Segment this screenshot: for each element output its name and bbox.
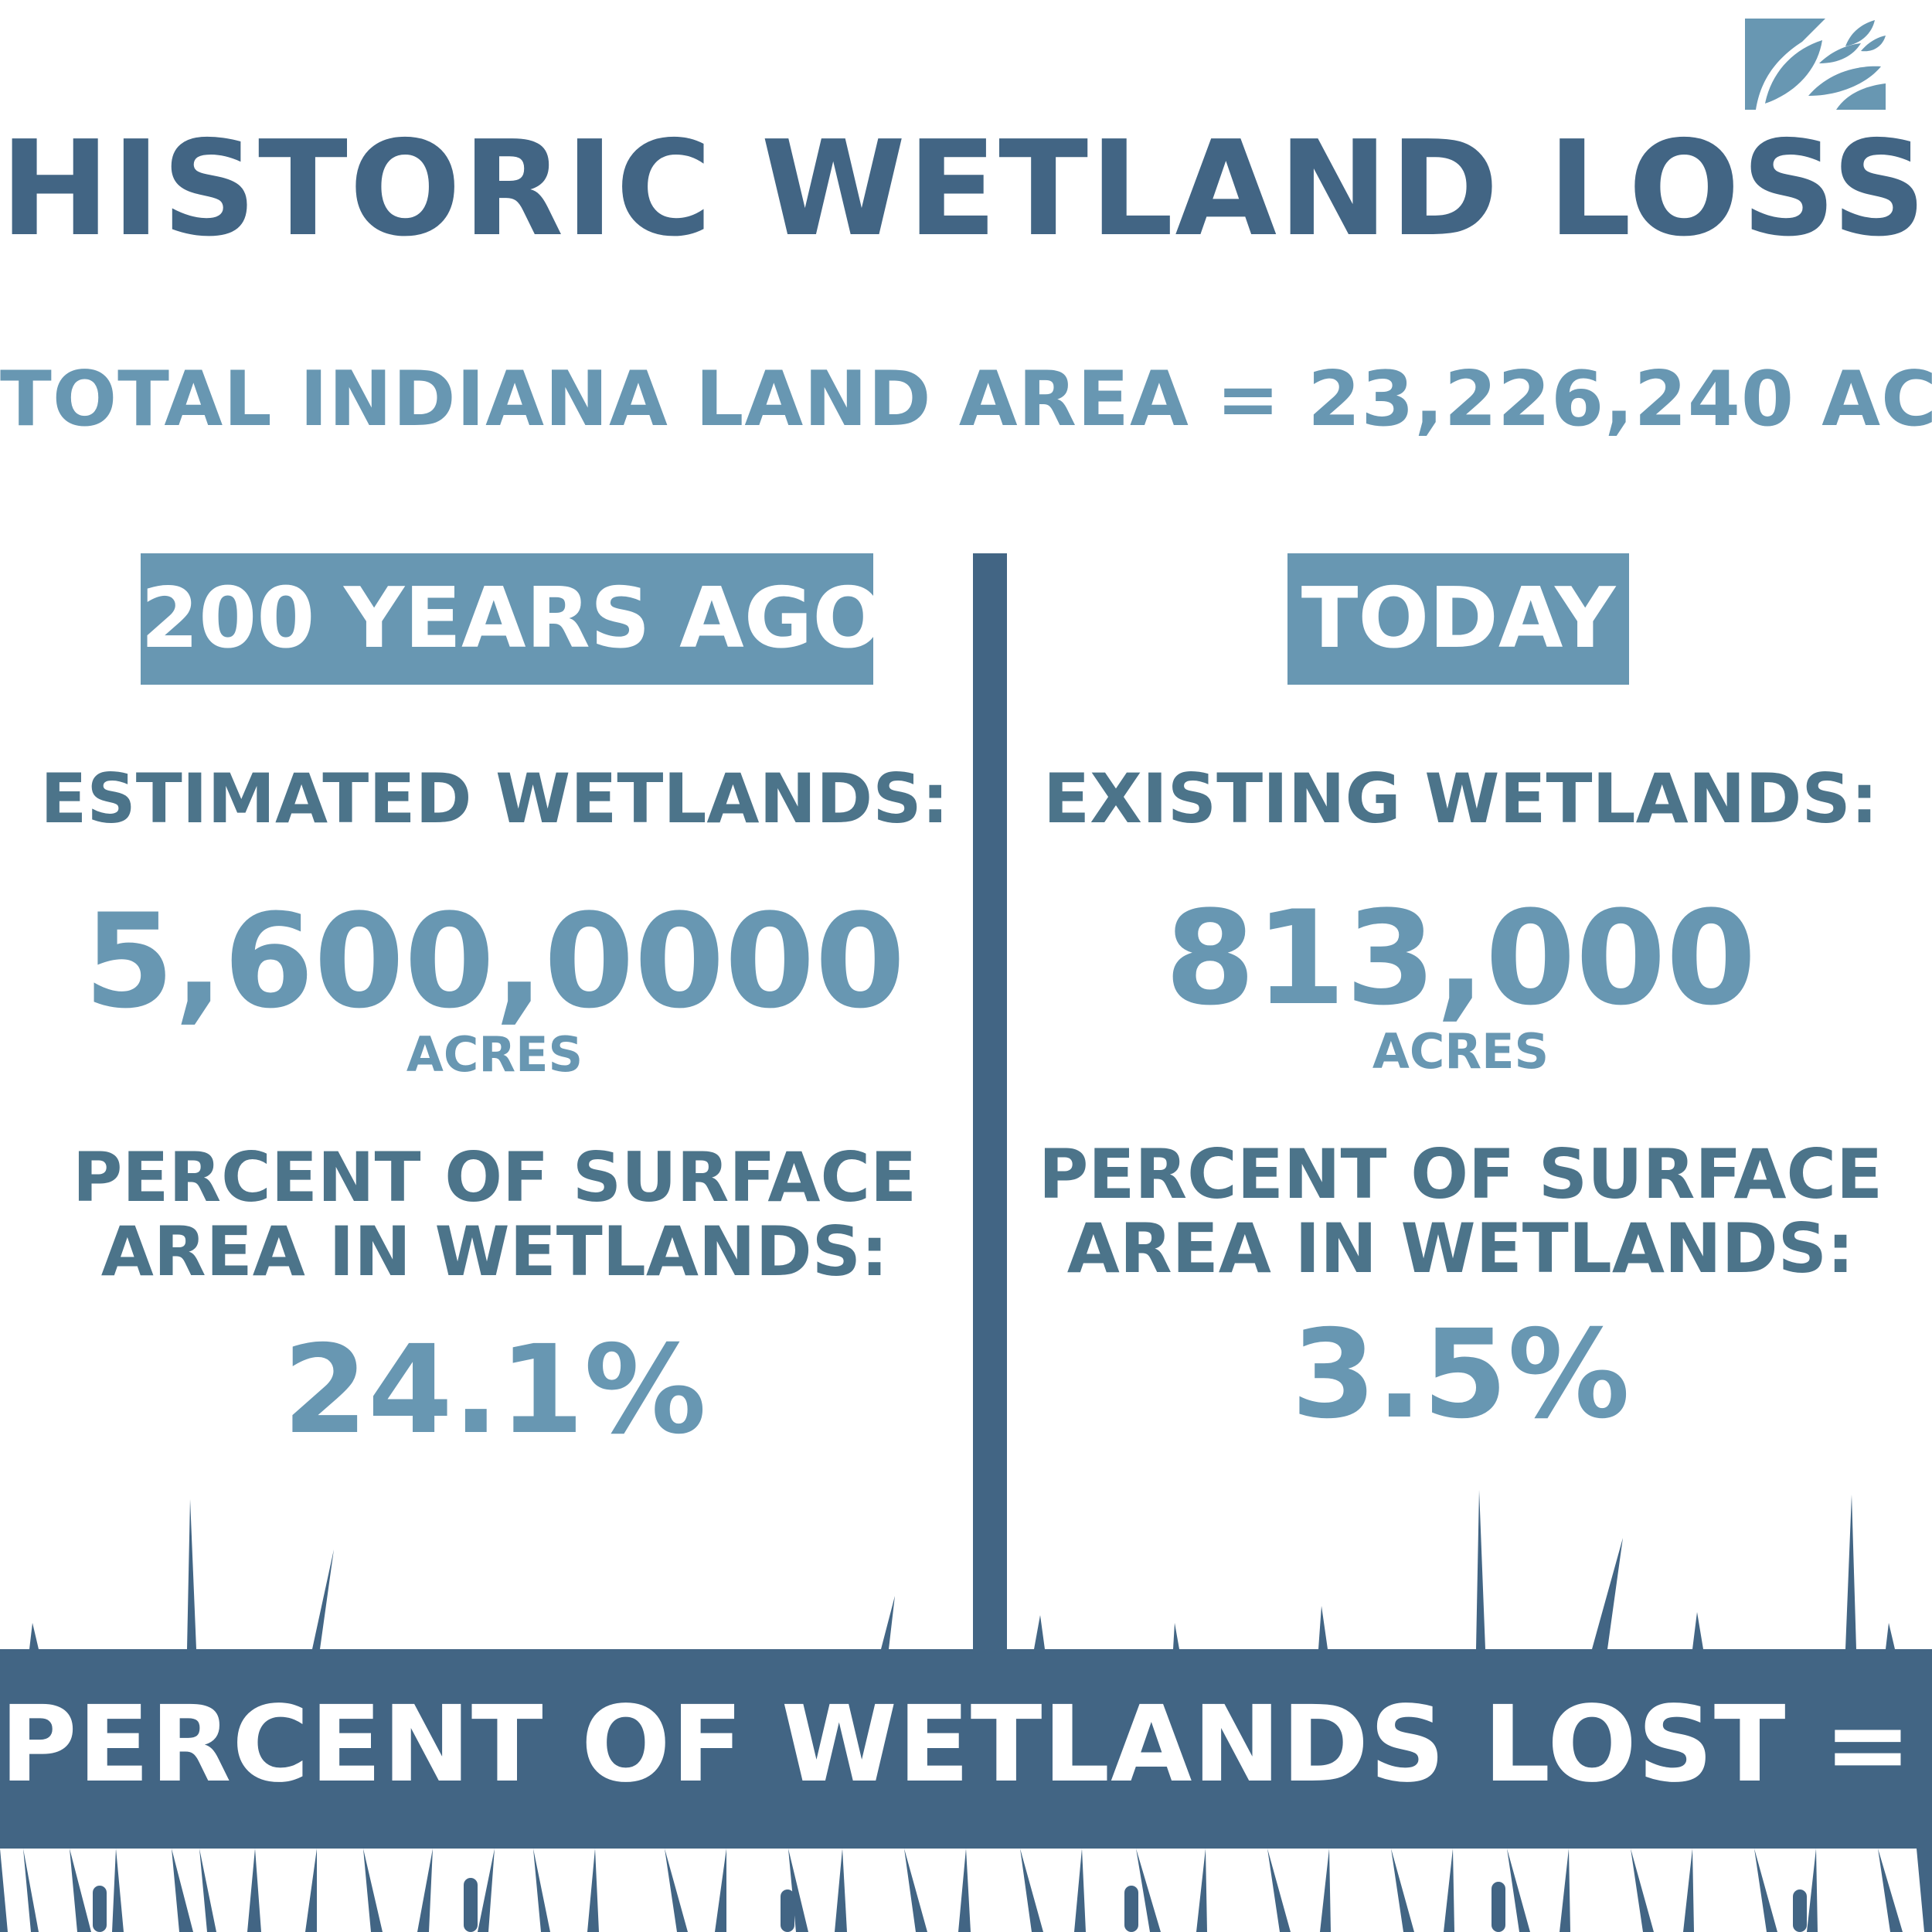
today-percent-heading-line1: PERCENT OF SURFACE [1038,1134,1883,1214]
past-column: 200 YEARS AGO ESTIMATED WETLANDS: 5,600,… [0,0,989,1654]
past-percent-heading-line1: PERCENT OF SURFACE [72,1138,917,1217]
leaf-logo-icon [1745,19,1886,110]
total-land-area: TOTAL INDIANA LAND AREA = 23,226,240 ACR… [0,355,1932,444]
today-percent-heading-line2: AREA IN WETLANDS: [1066,1209,1855,1288]
today-percent-value: 3.5% [1291,1304,1631,1446]
footer-banner [0,1649,1932,1849]
wetlands-lost-text: PERCENT OF WETLANDS LOST = 85% [0,1684,1932,1806]
today-percent-heading: PERCENT OF SURFACE AREA IN WETLANDS: [989,1138,1932,1286]
past-label-box: 200 YEARS AGO [141,553,883,685]
past-acres-value: 5,600,0000 [83,886,906,1037]
today-wetlands-heading: EXISTING WETLANDS: [1043,759,1879,838]
today-label-box: TODAY [1287,553,1629,685]
past-acres-unit: ACRES [406,1026,583,1083]
past-percent-value: 24.1% [282,1319,707,1461]
page-title: HISTORIC WETLAND LOSSES [0,113,1932,266]
today-acres-unit: ACRES [1372,1023,1549,1080]
today-acres-value: 813,000 [1165,883,1757,1034]
center-divider [973,553,1007,1651]
past-wetlands-heading: ESTIMATED WETLANDS: [40,759,949,838]
past-percent-heading-line2: AREA IN WETLANDS: [100,1212,889,1291]
past-percent-heading: PERCENT OF SURFACE AREA IN WETLANDS: [0,1141,989,1289]
today-column: TODAY EXISTING WETLANDS: 813,000 ACRES P… [989,0,1932,1654]
